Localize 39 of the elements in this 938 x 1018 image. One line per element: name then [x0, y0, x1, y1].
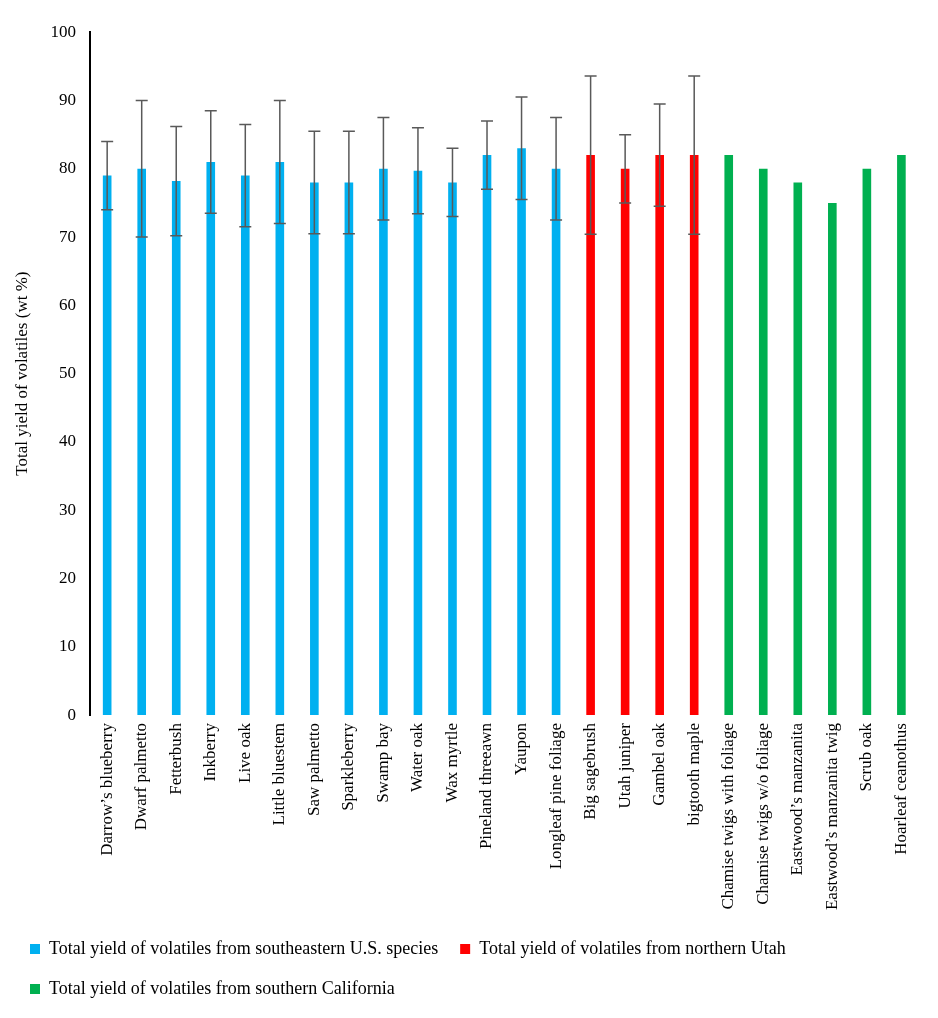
x-tick-label: Eastwood’s manzanita twig	[821, 722, 841, 911]
x-tick-label: Longleaf pine foliage	[545, 723, 565, 870]
y-tick-label: 30	[58, 499, 76, 519]
y-tick-label: 90	[58, 89, 76, 109]
legend-label: Total yield of volatiles from southern California	[49, 977, 395, 998]
x-tick-label: Pineland threeawn	[476, 722, 496, 850]
x-tick-label: Dwarf palmetto	[131, 723, 151, 831]
x-tick-label: Scrub oak	[856, 722, 876, 792]
y-tick-label: 70	[58, 226, 76, 246]
x-tick-label: Big sagebrush	[580, 722, 600, 820]
x-tick-label: Saw palmetto	[303, 723, 323, 817]
x-tick-label: Eastwood’s manzanita	[787, 722, 807, 876]
x-tick-label: Chamise twigs w/o foliage	[752, 723, 772, 905]
x-tick-label: Fetterbush	[165, 722, 185, 795]
legend-label: Total yield of volatiles from southeastern U.S. species	[49, 937, 439, 958]
x-tick-label: Hoarleaf ceanothus	[890, 723, 910, 855]
x-tick-label: Wax myrtle	[441, 723, 461, 803]
x-tick-label: Yaupon	[511, 722, 531, 776]
y-tick-label: 20	[58, 567, 76, 587]
legend-label: Total yield of volatiles from northern Utah	[479, 937, 786, 958]
x-tick-label: Darrow’s blueberry	[96, 722, 116, 856]
y-tick-label: 40	[58, 431, 76, 451]
x-tick-label: bigtooth maple	[683, 723, 703, 826]
x-tick-label: Gambel oak	[649, 722, 669, 806]
y-tick-label: 0	[67, 704, 76, 724]
x-tick-label: Little bluestem	[269, 723, 289, 826]
y-tick-label: 80	[58, 158, 76, 178]
y-axis-title: Total yield of volatiles (wt %)	[11, 271, 31, 476]
x-tick-label: Live oak	[234, 722, 254, 783]
y-tick-label: 10	[58, 636, 76, 656]
x-tick-label: Swamp bay	[372, 722, 392, 803]
x-tick-label: Water oak	[407, 722, 427, 793]
x-tick-label: Inkberry	[200, 722, 220, 782]
y-tick-label: 100	[50, 21, 76, 41]
x-tick-label: Chamise twigs with foliage	[718, 723, 738, 910]
y-tick-label: 50	[58, 363, 76, 383]
x-tick-label: Sparkleberry	[338, 722, 358, 811]
y-tick-label: 60	[58, 294, 76, 314]
x-tick-label: Utah juniper	[614, 722, 634, 809]
